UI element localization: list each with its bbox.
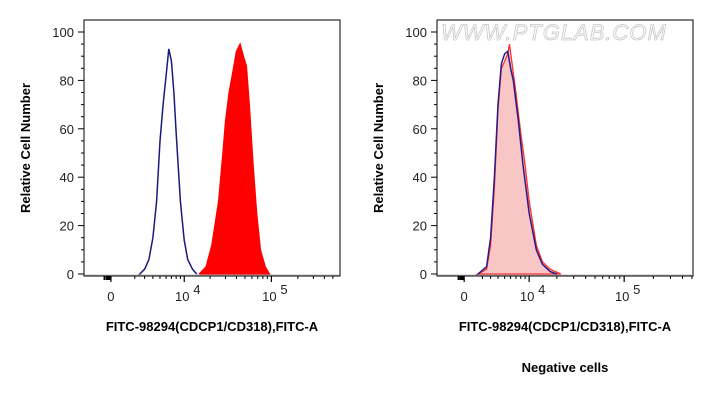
y-tick-label: 40 [60,170,74,185]
x-tick-label: 10 [262,289,276,304]
y-tick-label: 40 [413,170,427,185]
y-tick-label: 20 [413,219,427,234]
series-2-outline-histogram [475,50,558,275]
y-tick-label: 80 [413,73,427,88]
x-tick-label: 0 [461,289,468,304]
chart-panel-2: WWW.PTGLAB.COM 0 20 40 60 80 100 0 10 4 10 5 FITC-98… [371,19,694,375]
y-tick-label: 60 [413,122,427,137]
x-tick-exponent: 5 [280,282,287,297]
x-tick-label: 10 [175,289,189,304]
y-axis-label: Relative Cell Number [18,83,33,213]
y-tick-label: 80 [60,73,74,88]
x-axis-label: FITC-98294(CDCP1/CD318),FITC-A [459,319,672,334]
x-tick-label: 10 [520,289,534,304]
y-tick-label: 60 [60,122,74,137]
y-tick-label: 0 [420,267,427,282]
x-axis-label: FITC-98294(CDCP1/CD318),FITC-A [106,319,319,334]
plot-area [83,19,341,277]
y-tick-label: 20 [60,219,74,234]
series-2-filled-histogram [198,42,271,275]
x-tick-label: 0 [107,289,114,304]
plot-area [436,19,694,277]
x-tick-label: 10 [615,289,629,304]
y-tick-label: 0 [67,267,74,282]
y-axis-label: Relative Cell Number [371,83,386,213]
x-tick-exponent: 4 [193,282,200,297]
panel-caption: Negative cells [522,360,609,375]
watermark: WWW.PTGLAB.COM [441,20,667,45]
x-tick-exponent: 5 [633,282,640,297]
y-tick-label: 100 [405,25,427,40]
series-1-outline-histogram [138,48,198,275]
x-tick-exponent: 4 [538,282,545,297]
y-tick-label: 100 [52,25,74,40]
chart-panel-1: 0 20 40 60 80 100 0 10 4 10 5 FITC-98294(CDCP1/CD31… [18,19,341,334]
